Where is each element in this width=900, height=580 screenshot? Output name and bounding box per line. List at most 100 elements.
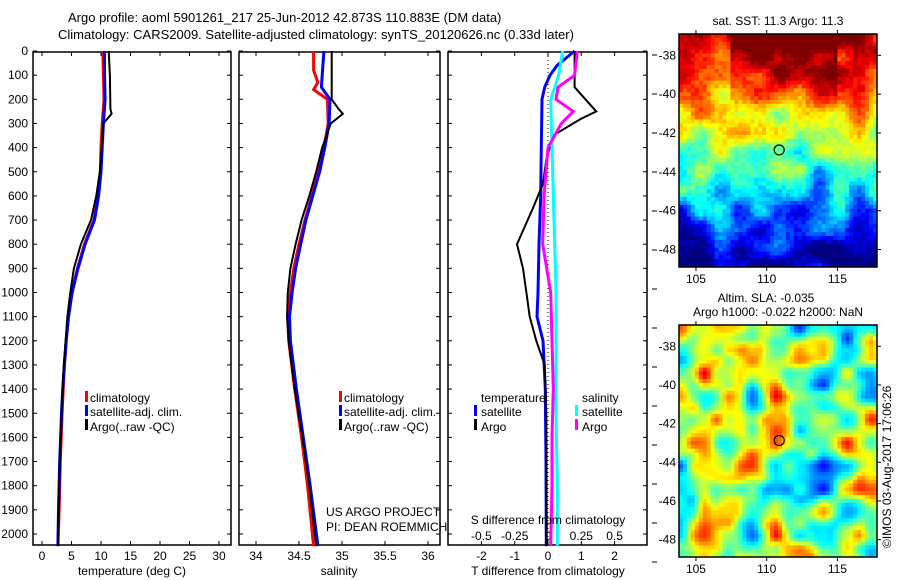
map-cell [766, 367, 771, 372]
map-cell [726, 76, 731, 81]
map-cell [710, 499, 716, 504]
map-cell [742, 123, 747, 128]
map-cell [702, 437, 708, 442]
map-cell [738, 325, 743, 330]
map-cell [706, 251, 712, 256]
map-cell [805, 162, 811, 167]
map-cell [718, 119, 723, 124]
map-cell [714, 541, 719, 546]
map-cell [682, 189, 688, 194]
map-cell [706, 263, 712, 268]
map-cell [869, 224, 874, 229]
map-cell [817, 123, 822, 128]
map-cell [702, 363, 708, 368]
map-cell [682, 340, 688, 345]
map-cell [730, 166, 735, 171]
map-cell [837, 197, 842, 202]
map-cell [861, 181, 866, 186]
map-cell [698, 177, 704, 182]
map-cell [829, 158, 834, 163]
map-cell [718, 208, 723, 214]
map-cell [813, 150, 818, 155]
map-cell [698, 173, 704, 179]
map-cell [754, 142, 759, 148]
map-cell [686, 193, 692, 198]
map-cell [730, 444, 735, 450]
map-cell [833, 49, 838, 54]
map-cell [698, 220, 704, 225]
map-cell [785, 471, 791, 477]
map-cell [770, 41, 775, 47]
map-cell [742, 429, 747, 434]
map-cell [837, 127, 842, 132]
map-cell [762, 456, 767, 461]
map-cell [853, 185, 858, 190]
map-cell [706, 224, 712, 229]
map-cell [797, 200, 803, 206]
map-cell [770, 371, 775, 376]
map-cell [774, 154, 779, 159]
map-cell [821, 228, 826, 233]
map-cell [746, 491, 751, 496]
map-cell [817, 232, 822, 237]
map-cell [734, 483, 739, 488]
map-cell [853, 100, 858, 105]
map-cell [774, 150, 779, 155]
map-cell [742, 138, 747, 144]
map-cell [722, 255, 727, 260]
map-cell [833, 154, 838, 159]
map-cell [682, 220, 688, 225]
map-cell [730, 336, 735, 341]
map-cell [833, 197, 838, 202]
map-cell [785, 383, 791, 388]
map-cell [770, 499, 775, 504]
map-cell [746, 549, 751, 554]
map-cell [706, 344, 712, 349]
map-cell [682, 96, 688, 101]
map-cell [793, 169, 799, 175]
map-cell [726, 68, 731, 74]
map-cell [738, 510, 743, 515]
map-cell [841, 193, 846, 198]
map-cell [873, 84, 878, 89]
map-cell [742, 537, 747, 542]
map-cell [754, 127, 759, 132]
map-cell [758, 212, 763, 217]
map-cell [841, 189, 846, 194]
map-cell [682, 146, 688, 151]
map-cell [730, 468, 735, 473]
map-cell [825, 96, 830, 101]
x-tick-label: 2 [611, 549, 618, 563]
map-cell [718, 197, 723, 202]
map-cell [710, 541, 716, 546]
map-cell [758, 111, 763, 116]
map-cell [837, 193, 842, 198]
map-cell [778, 402, 783, 407]
map-cell [805, 119, 811, 124]
map-cell [679, 57, 684, 62]
map-cell [766, 177, 771, 182]
map-cell [754, 162, 759, 167]
map-cell [833, 131, 838, 136]
map-cell [726, 53, 731, 58]
map-cell [813, 263, 818, 268]
map-cell [758, 483, 763, 488]
map-cell [841, 169, 846, 175]
map-cell [766, 259, 771, 264]
map-cell [845, 150, 850, 155]
map-cell [766, 510, 771, 515]
map-cell [682, 57, 688, 62]
map-cell [690, 510, 696, 515]
map-cell [865, 37, 870, 43]
map-cell [738, 518, 743, 523]
map-cell [726, 150, 731, 155]
map-cell [778, 111, 783, 116]
map-cell [746, 166, 751, 171]
map-cell [793, 88, 799, 93]
map-cell [690, 340, 696, 345]
map-cell [778, 325, 783, 330]
map-cell [801, 37, 807, 43]
map-cell [805, 115, 811, 120]
map-cell [809, 88, 815, 93]
map-cell [682, 456, 688, 461]
